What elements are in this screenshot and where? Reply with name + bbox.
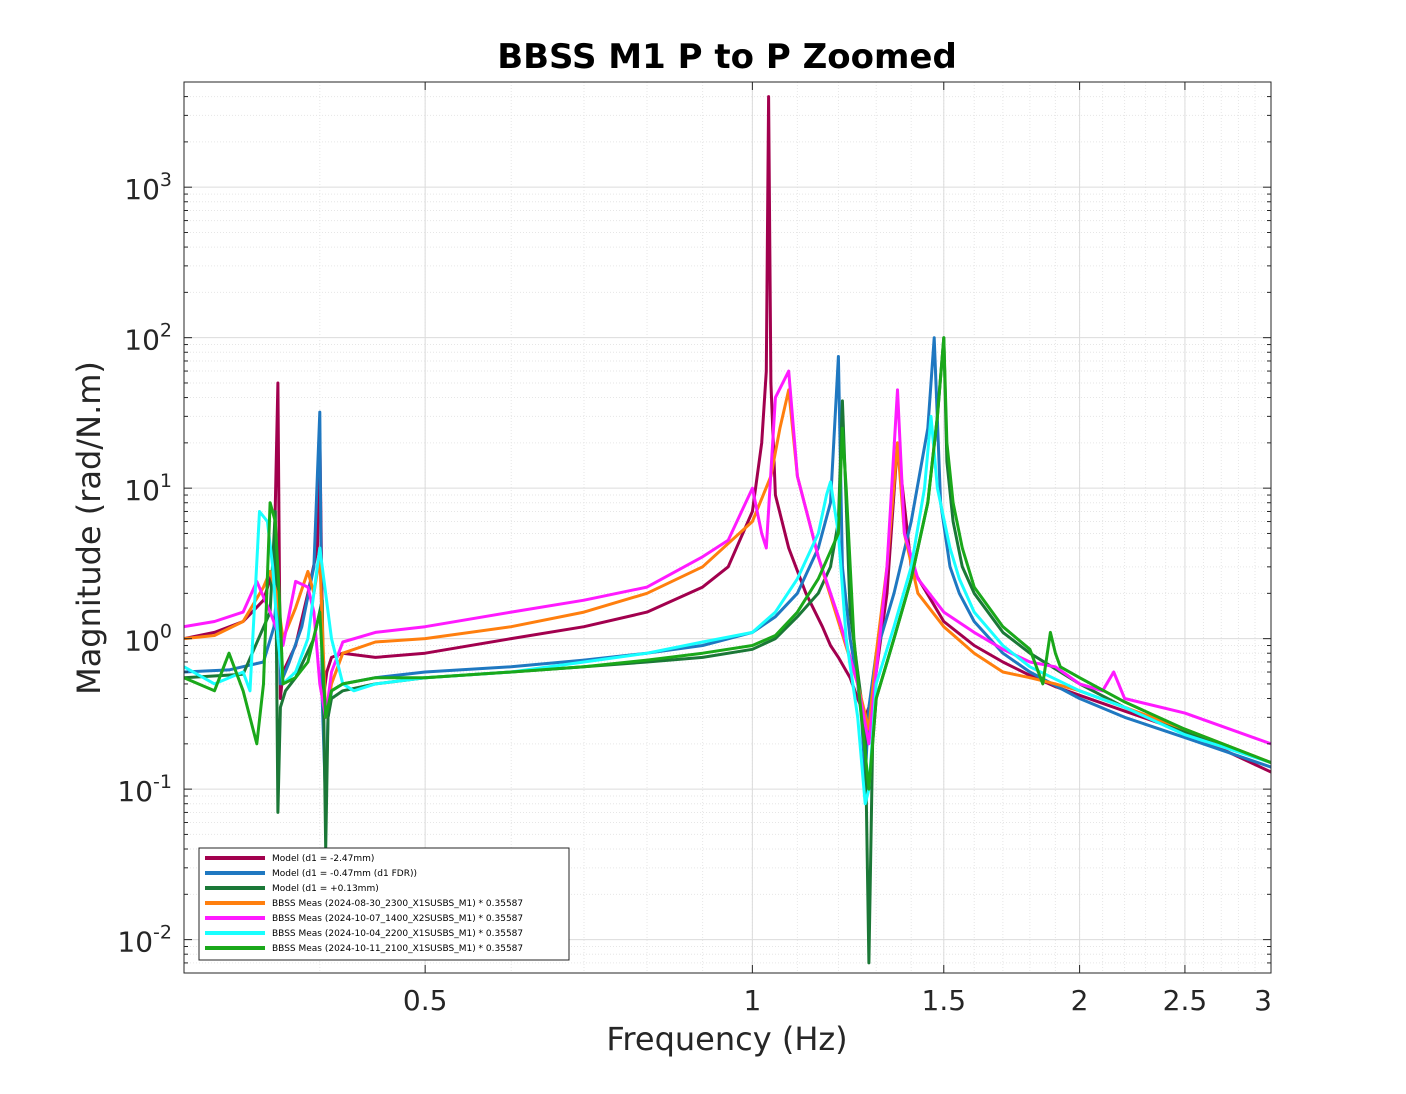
legend-entry-label: BBSS Meas (2024-10-07_1400_X2SUSBS_M1) *…	[272, 914, 523, 924]
x-tick-labels: 0.5 1 1.5 2 2.5 3	[403, 984, 1272, 1017]
x-tick-label: 3	[1254, 984, 1272, 1017]
legend-entry-label: BBSS Meas (2024-08-30_2300_X1SUSBS_M1) *…	[272, 899, 523, 909]
y-tick-labels: 10-2 10-1 100 101 102 103	[117, 169, 172, 958]
legend-entry-label: Model (d1 = +0.13mm)	[272, 884, 379, 894]
legend-entry-label: Model (d1 = -0.47mm (d1 FDR))	[272, 869, 417, 879]
y-tick-label: 101	[124, 470, 172, 507]
legend-entry-label: BBSS Meas (2024-10-11_2100_X1SUSBS_M1) *…	[272, 944, 523, 954]
y-tick-label: 10-1	[117, 771, 172, 808]
y-tick-label: 10-2	[117, 922, 172, 959]
y-tick-label: 102	[124, 320, 172, 357]
x-tick-label: 1.5	[922, 984, 967, 1017]
y-axis-label: Magnitude (rad/N.m)	[70, 361, 108, 695]
x-tick-label: 1	[743, 984, 761, 1017]
y-tick-label: 103	[124, 169, 172, 206]
series-lines	[184, 95, 1271, 965]
x-tick-label: 2.5	[1163, 984, 1208, 1017]
series-line-7	[184, 336, 1271, 791]
axis-ticks	[184, 81, 1272, 974]
axes-box	[183, 81, 1272, 974]
legend-entry-label: Model (d1 = -2.47mm)	[272, 854, 374, 864]
y-tick-label: 100	[124, 621, 172, 658]
chart-title: BBSS M1 P to P Zoomed	[497, 37, 957, 77]
legend-entry-label: BBSS Meas (2024-10-04_2200_X1SUSBS_M1) *…	[272, 929, 523, 939]
x-axis-label: Frequency (Hz)	[606, 1020, 847, 1058]
x-tick-label: 2	[1071, 984, 1089, 1017]
series-line-2	[184, 336, 1271, 806]
x-tick-label: 0.5	[403, 984, 448, 1017]
legend: Model (d1 = -2.47mm) Model (d1 = -0.47mm …	[198, 847, 570, 961]
series-line-1	[184, 95, 1271, 774]
